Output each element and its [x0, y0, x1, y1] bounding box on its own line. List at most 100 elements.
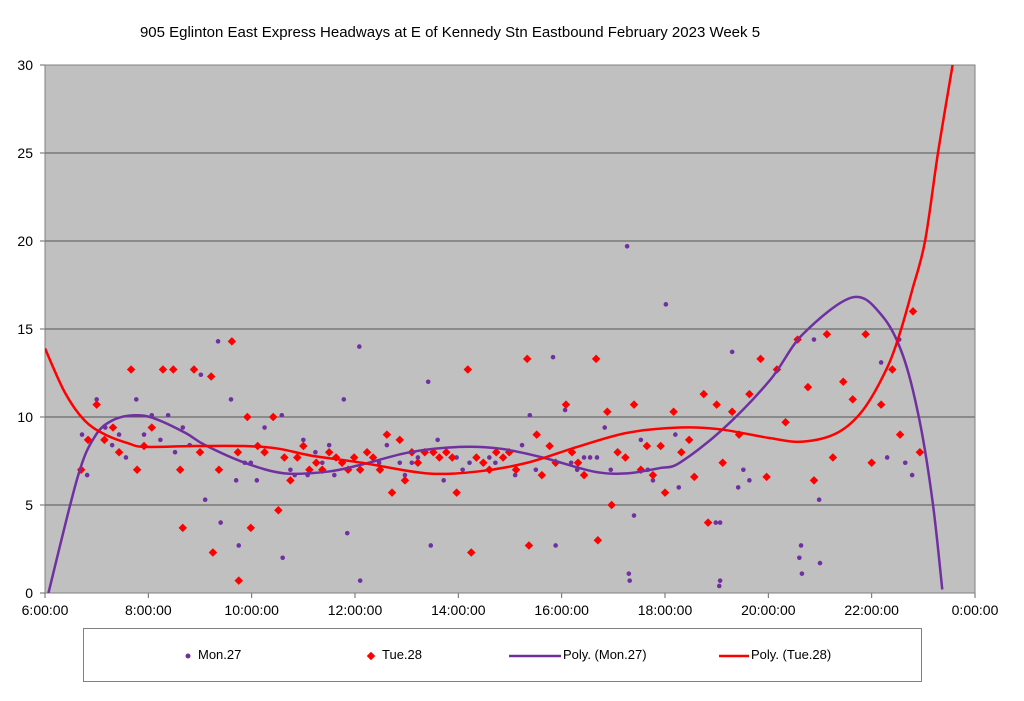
- data-point-tue: [413, 458, 423, 468]
- legend-poly-mon-label: Poly. (Mon.27): [563, 647, 647, 662]
- data-point-mon: [435, 437, 440, 443]
- data-point-tue: [648, 470, 658, 480]
- data-point-tue: [114, 447, 124, 457]
- data-point-tue: [621, 453, 630, 462]
- data-point-tue: [368, 453, 378, 462]
- data-point-mon: [902, 460, 908, 466]
- data-point-mon: [123, 455, 129, 460]
- data-point-mon: [218, 520, 223, 525]
- data-point-tue: [573, 458, 583, 468]
- y-tick-label: 15: [17, 321, 33, 337]
- data-point-tue: [92, 400, 101, 409]
- data-point-tue: [656, 441, 665, 451]
- data-point-mon: [519, 442, 525, 448]
- data-point-mon: [384, 442, 390, 448]
- data-point-tue: [324, 447, 334, 457]
- data-point-tue: [448, 453, 457, 462]
- x-tick-label: 12:00:00: [328, 602, 383, 618]
- data-point-mon: [741, 467, 746, 473]
- data-point-mon: [180, 425, 186, 430]
- legend-poly-tue-label: Poly. (Tue.28): [751, 647, 832, 662]
- data-point-tue: [828, 453, 838, 462]
- data-point-tue: [349, 453, 359, 462]
- data-point-mon: [747, 478, 752, 483]
- data-point-tue: [479, 458, 488, 468]
- data-point-mon: [415, 455, 421, 460]
- data-point-tue: [522, 354, 532, 364]
- data-point-tue: [669, 407, 678, 416]
- data-point-mon: [673, 432, 678, 437]
- data-point-tue: [781, 418, 790, 427]
- data-point-mon: [233, 478, 239, 483]
- data-point-tue: [132, 465, 142, 475]
- data-point-mon: [811, 337, 817, 342]
- legend: Mon.27 Tue.28 Poly. (Mon.27) Poly. (Tue.…: [83, 628, 922, 682]
- legend-symbols: [185, 651, 749, 661]
- data-point-mon: [594, 455, 600, 460]
- data-point-tue: [684, 435, 694, 445]
- data-point-mon: [133, 397, 139, 402]
- data-point-tue: [756, 354, 765, 364]
- data-point-tue: [274, 506, 283, 515]
- y-tick-label: 25: [17, 145, 33, 161]
- data-point-mon: [798, 543, 804, 548]
- data-point-tue: [362, 447, 372, 457]
- data-point-mon: [650, 478, 656, 483]
- data-point-tue: [158, 365, 168, 374]
- data-point-tue: [895, 430, 905, 439]
- data-point-mon: [262, 425, 267, 430]
- data-point-mon: [344, 530, 350, 536]
- data-point-mon: [301, 437, 306, 443]
- data-point-tue: [867, 458, 876, 468]
- data-point-tue: [699, 389, 708, 399]
- data-point-mon: [816, 497, 822, 503]
- data-point-mon: [493, 460, 498, 466]
- data-point-mon: [735, 485, 741, 490]
- x-tick-label: 16:00:00: [534, 602, 589, 618]
- data-point-tue: [312, 458, 321, 468]
- data-point-tue: [491, 447, 501, 457]
- x-tick-label: 0:00:00: [952, 602, 999, 618]
- data-point-tue: [375, 465, 385, 475]
- data-point-tue: [243, 412, 252, 422]
- data-point-tue: [642, 441, 652, 451]
- data-point-mon: [409, 460, 415, 466]
- data-point-mon: [428, 543, 434, 548]
- data-point-mon: [116, 432, 122, 437]
- data-point-tue: [809, 476, 819, 485]
- data-point-mon: [884, 455, 890, 460]
- data-point-tue: [861, 330, 870, 339]
- data-point-mon: [553, 543, 558, 548]
- data-point-mon: [84, 472, 90, 478]
- data-point-mon: [797, 555, 802, 561]
- data-point-tue: [498, 453, 508, 462]
- chart-title: 905 Eglinton East Express Headways at E …: [139, 24, 761, 41]
- y-tick-label: 30: [17, 57, 33, 73]
- data-point-tue: [579, 470, 589, 480]
- data-point-mon: [487, 455, 492, 460]
- data-point-tue: [108, 423, 118, 432]
- plot-content: [45, 65, 954, 593]
- data-point-mon: [587, 455, 593, 460]
- data-point-mon: [581, 455, 587, 460]
- data-point-mon: [454, 455, 459, 460]
- data-point-tue: [214, 465, 224, 475]
- data-point-mon: [717, 578, 723, 583]
- data-point-mon: [441, 478, 446, 483]
- data-point-mon: [716, 583, 722, 589]
- data-point-tue: [472, 453, 481, 462]
- data-point-mon: [79, 432, 85, 437]
- data-point-tue: [888, 365, 897, 374]
- data-point-tue: [206, 372, 216, 381]
- data-point-mon: [313, 449, 318, 455]
- data-point-tue: [286, 476, 295, 485]
- data-point-mon: [141, 432, 147, 437]
- y-tick-label: 20: [17, 233, 33, 249]
- data-point-mon: [878, 360, 884, 365]
- data-point-tue: [607, 500, 616, 510]
- data-point-tue: [532, 430, 541, 439]
- data-point-mon: [562, 407, 568, 413]
- data-point-mon: [202, 497, 208, 503]
- data-point-mon: [402, 472, 408, 478]
- data-point-tue: [400, 476, 410, 485]
